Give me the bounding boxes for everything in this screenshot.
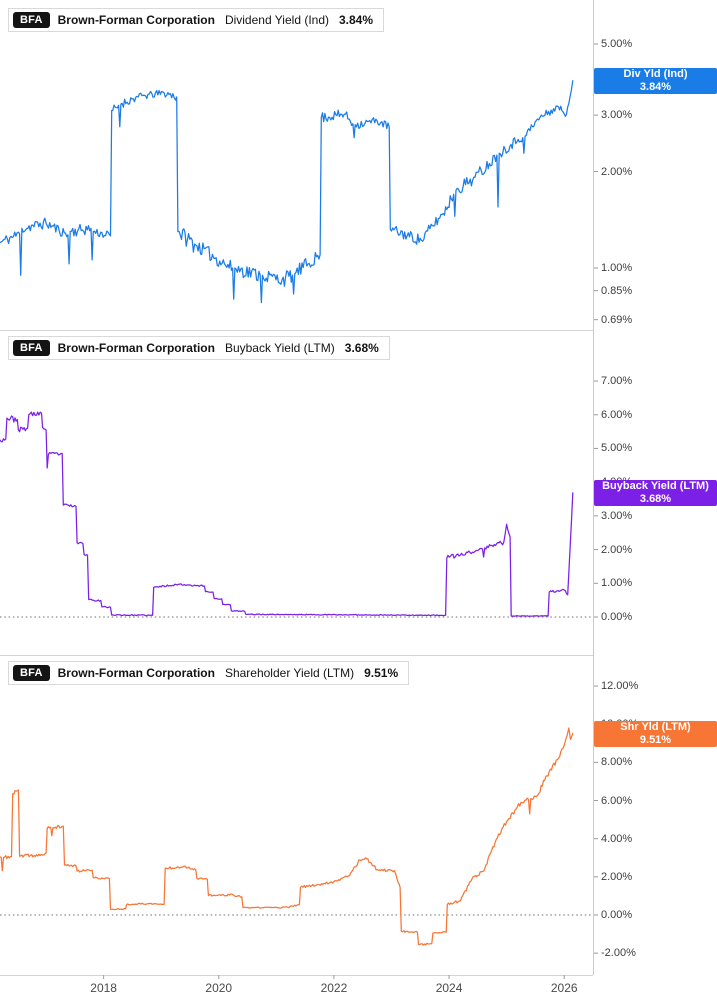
series-line-shareholder-yield [0,727,574,946]
axis-badge-value: 3.68% [639,492,672,505]
y-tick-label: 0.85% [601,284,633,297]
chart-header-buyback-yield: BFA Brown-Forman Corporation Buyback Yie… [8,336,390,360]
x-tick-label: 2022 [320,981,348,995]
metric-name: Buyback Yield (LTM) [224,341,335,355]
series-line-dividend-yield [0,80,574,304]
y-tick-label: 12.00% [601,680,639,693]
y-tick-label: 0.69% [601,313,633,326]
axis-badge-buyback-yield: Buyback Yield (LTM) 3.68% [594,479,717,506]
chart-header-dividend-yield: BFA Brown-Forman Corporation Dividend Yi… [8,8,385,32]
metric-value: 3.68% [344,341,379,355]
axis-badge-value: 3.84% [639,80,672,93]
y-tick-label: 1.00% [601,262,633,275]
axis-badge-div-yld: Div Yld (Ind) 3.84% [594,67,717,94]
company-name: Brown-Forman Corporation [57,341,215,355]
y-tick-label: 5.00% [601,38,633,50]
y-tick-label: 4.00% [601,832,633,845]
axis-badge-shr-yld: Shr Yld (LTM) 9.51% [594,720,717,747]
y-tick-label: 2.00% [601,543,633,556]
metric-value: 9.51% [364,666,399,680]
x-tick-label: 2020 [205,981,233,995]
y-tick-label: 6.00% [601,408,633,421]
y-tick-label: 8.00% [601,756,633,769]
x-tick-label: 2024 [435,981,463,995]
y-tick-label: 3.00% [601,509,633,522]
y-tick-label: 0.00% [601,909,633,921]
metric-name: Shareholder Yield (LTM) [224,666,355,680]
y-tick-label: 2.00% [601,870,633,883]
axis-badge-label: Shr Yld (LTM) [620,720,691,733]
ticker-badge: BFA [13,12,50,28]
y-tick-label: 3.00% [601,109,633,122]
axis-badge-label: Buyback Yield (LTM) [602,479,709,492]
y-tick-label: -2.00% [601,947,636,960]
axis-badge-value: 9.51% [639,733,672,746]
series-line-buyback-yield [0,411,574,617]
y-tick-label: 2.00% [601,165,633,178]
ticker-badge: BFA [13,665,50,681]
y-tick-label: 5.00% [601,442,633,455]
y-tick-label: 7.00% [601,375,633,388]
y-tick-label: 1.00% [601,577,633,590]
x-tick-label: 2026 [550,981,578,995]
axis-badge-label: Div Yld (Ind) [623,67,688,80]
x-tick-label: 2018 [90,981,117,995]
company-name: Brown-Forman Corporation [57,666,215,680]
y-tick-label: 6.00% [601,794,633,807]
y-tick-label: 0.00% [601,611,633,623]
chart-header-shareholder-yield: BFA Brown-Forman Corporation Shareholder… [8,661,410,685]
ticker-badge: BFA [13,340,50,356]
metric-value: 3.84% [339,13,374,27]
company-name: Brown-Forman Corporation [57,13,215,27]
metric-name: Dividend Yield (Ind) [224,13,329,27]
